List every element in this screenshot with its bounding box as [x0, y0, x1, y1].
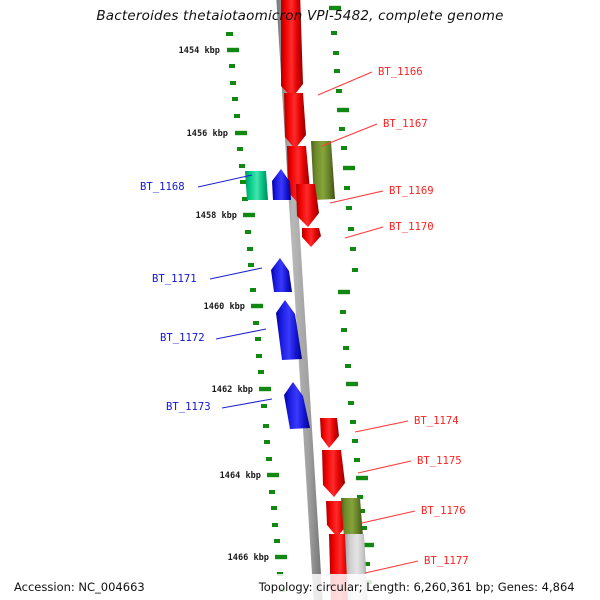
gene-label-bt-1168[interactable]: BT_1168: [140, 181, 185, 193]
leader-line-bt-1166: [317, 71, 373, 96]
gene-label-bt-1176[interactable]: BT_1176: [421, 505, 466, 517]
leader-line-bt-1170: [344, 226, 384, 239]
leader-line-bt-1172: [215, 328, 267, 340]
gene-glyph-bt-1173[interactable]: [284, 382, 310, 429]
gene-glyph-bt-1167-olive[interactable]: [311, 141, 335, 200]
genome-backbone: [276, 0, 323, 600]
axis-tick-label: 1458 kbp: [196, 211, 237, 221]
axis-tick-label: 1456 kbp: [187, 129, 228, 139]
leader-line-bt-1177: [364, 560, 419, 574]
gene-label-bt-1172[interactable]: BT_1172: [160, 332, 205, 344]
leader-line-bt-1174: [354, 420, 409, 433]
axis-tick-label: 1462 kbp: [212, 385, 253, 395]
leader-line-bt-1169: [329, 190, 384, 204]
gene-glyph-bt-1168-teal[interactable]: [245, 171, 268, 200]
leader-line-bt-1171: [209, 267, 263, 280]
leader-line-bt-1168: [197, 174, 253, 188]
gene-label-bt-1173[interactable]: BT_1173: [166, 401, 211, 413]
status-bar: Accession: NC_004663 Topology: circular;…: [0, 574, 600, 600]
gene-labels[interactable]: BT_1166 BT_1167 BT_1168 BT_1169 BT_1170 …: [140, 66, 469, 567]
accession-text: Accession: NC_004663: [14, 580, 145, 594]
axis-tick-label: 1460 kbp: [204, 302, 245, 312]
gene-label-bt-1175[interactable]: BT_1175: [417, 455, 462, 467]
gene-glyph-bt-1166-a[interactable]: [281, 0, 303, 98]
gene-glyph-bt-1170[interactable]: [302, 228, 321, 247]
gene-label-bt-1170[interactable]: BT_1170: [389, 221, 434, 233]
gene-glyph-bt-1172[interactable]: [276, 300, 302, 360]
axis-tick-label: 1454 kbp: [179, 46, 220, 56]
gene-glyph-bt-1174[interactable]: [320, 418, 339, 448]
axis-tick-label: 1466 kbp: [228, 553, 269, 563]
gene-label-bt-1177[interactable]: BT_1177: [424, 555, 469, 567]
footer-overlay-band: [0, 574, 600, 600]
leader-line-bt-1173: [221, 398, 273, 409]
leader-line-bt-1167: [321, 123, 378, 147]
axis-tick-labels: 1454 kbp 1456 kbp 1458 kbp 1460 kbp 1462…: [179, 46, 269, 563]
gene-label-bt-1166[interactable]: BT_1166: [378, 66, 423, 78]
gene-glyph-bt-1169[interactable]: [296, 184, 319, 227]
gene-glyph-bt-1176-olive[interactable]: [341, 498, 363, 538]
tick-column-right: [329, 5, 374, 584]
axis-tick-label: 1464 kbp: [220, 471, 261, 481]
gene-glyph-bt-1175[interactable]: [322, 450, 345, 497]
gene-label-bt-1169[interactable]: BT_1169: [389, 185, 434, 197]
gene-label-bt-1167[interactable]: BT_1167: [383, 118, 428, 130]
gene-glyph-bt-1168-blue[interactable]: [272, 169, 291, 200]
gene-glyph-bt-1166[interactable]: [284, 93, 306, 149]
label-leader-lines: [197, 71, 419, 574]
gene-label-bt-1171[interactable]: BT_1171: [152, 273, 197, 285]
gene-label-bt-1174[interactable]: BT_1174: [414, 415, 459, 427]
leader-line-bt-1176: [361, 510, 416, 524]
gene-glyph-bt-1171[interactable]: [271, 258, 292, 292]
topology-text: Topology: circular; Length: 6,260,361 bp…: [258, 580, 575, 594]
leader-line-bt-1175: [357, 460, 412, 474]
